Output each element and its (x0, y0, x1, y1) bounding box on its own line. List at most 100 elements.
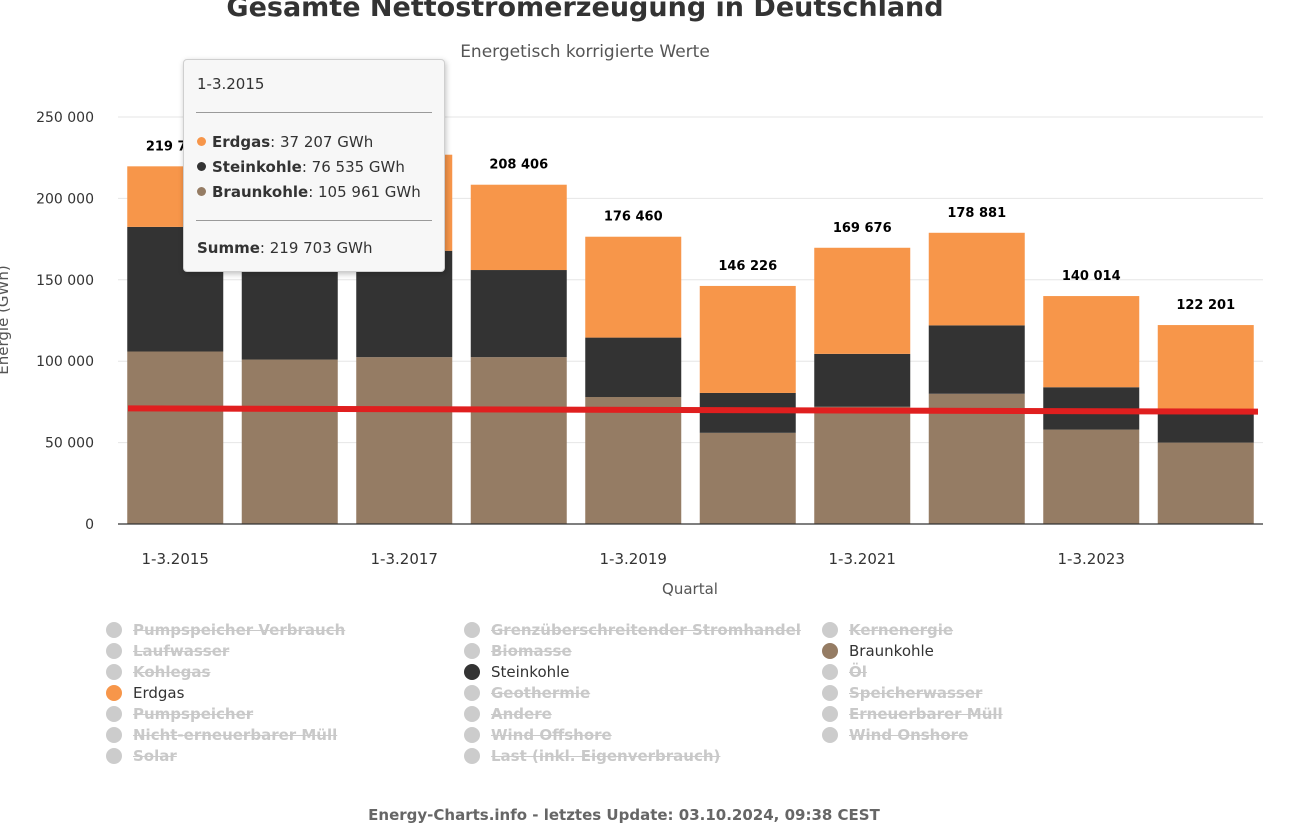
x-tick-label: 1-3.2019 (600, 550, 667, 568)
legend-dot-icon (464, 685, 480, 701)
legend-dot-icon (106, 685, 122, 701)
bar-segment-steinkohle[interactable] (585, 337, 682, 398)
y-tick-label: 0 (85, 517, 94, 533)
bar-group-1-3-2024[interactable] (1157, 325, 1254, 524)
bar-segment-steinkohle[interactable] (1157, 413, 1254, 443)
tooltip-row-steinkohle: Steinkohle: 76 535 GWh (197, 157, 405, 177)
legend-dot-icon (822, 685, 838, 701)
bar-segment-erdgas[interactable] (585, 236, 682, 338)
y-tick-label: 100 000 (36, 354, 94, 370)
legend-dot-icon (106, 748, 122, 764)
legend-label: Kohlegas (133, 663, 211, 681)
steinkohle-dot-icon (197, 162, 206, 171)
braunkohle-dot-icon (197, 187, 206, 196)
total-label: 146 226 (718, 259, 777, 274)
chart-title: Gesamte Nettostromerzeugung in Deutschla… (226, 0, 943, 23)
legend-label: Erneuerbarer Müll (849, 705, 1003, 723)
bar-segment-steinkohle[interactable] (814, 353, 911, 407)
total-label: 169 676 (833, 221, 892, 236)
bar-segment-braunkohle[interactable] (356, 357, 453, 524)
footer-credit: Energy-Charts.info - letztes Update: 03.… (368, 806, 880, 824)
erdgas-dot-icon (197, 137, 206, 146)
bar-segment-braunkohle[interactable] (470, 357, 567, 524)
legend-label: Nicht-erneuerbarer Müll (133, 726, 338, 744)
legend-dot-icon (464, 643, 480, 659)
tooltip: 1-3.2015 Erdgas: 37 207 GWh Steinkohle: … (183, 59, 445, 272)
legend-dot-icon (464, 748, 480, 764)
x-tick-label: 1-3.2023 (1058, 550, 1125, 568)
bar-segment-braunkohle[interactable] (928, 393, 1025, 524)
bar-segment-braunkohle[interactable] (1043, 429, 1140, 524)
bar-segment-erdgas[interactable] (470, 184, 567, 271)
bar-segment-erdgas[interactable] (699, 285, 796, 393)
legend-label: Speicherwasser (849, 684, 983, 702)
legend-label: Biomasse (491, 642, 572, 660)
legend-label: Geothermie (491, 684, 591, 702)
total-label: 140 014 (1062, 269, 1121, 284)
bar-segment-erdgas[interactable] (928, 232, 1025, 326)
legend-label: Erdgas (133, 684, 185, 702)
bar-segment-braunkohle[interactable] (1157, 442, 1254, 524)
legend-dot-icon (822, 643, 838, 659)
stacked-bar-chart: Gesamte Nettostromerzeugung in Deutschla… (0, 0, 1263, 598)
x-tick-label: 1-3.2015 (142, 550, 209, 568)
bar-segment-erdgas[interactable] (1043, 296, 1140, 388)
x-axis-title: Quartal (662, 580, 718, 598)
legend-label: Grenzüberschreitender Stromhandel (491, 621, 801, 639)
bar-segment-steinkohle[interactable] (470, 270, 567, 358)
tooltip-separator (196, 112, 432, 113)
bar-segment-braunkohle[interactable] (585, 397, 682, 524)
x-tick-label: 1-3.2017 (371, 550, 438, 568)
trend-line (127, 405, 1259, 415)
y-tick-label: 250 000 (36, 110, 94, 126)
legend-dot-icon (464, 706, 480, 722)
bar-group-1-3-2019[interactable] (585, 236, 682, 524)
legend-label: Last (inkl. Eigenverbrauch) (491, 747, 721, 765)
y-tick-label: 50 000 (45, 436, 94, 452)
x-tick-label: 1-3.2021 (829, 550, 896, 568)
legend-label: Andere (491, 705, 552, 723)
tooltip-header: 1-3.2015 (197, 75, 265, 93)
chart-subtitle: Energetisch korrigierte Werte (460, 42, 710, 62)
legend-label: Wind Offshore (491, 726, 612, 744)
y-axis-title: Energie (GWh) (0, 265, 12, 374)
legend-label: Pumpspeicher (133, 705, 254, 723)
y-tick-label: 200 000 (36, 191, 94, 207)
legend-dot-icon (106, 643, 122, 659)
bar-segment-braunkohle[interactable] (699, 432, 796, 524)
bar-group-1-3-2018[interactable] (470, 184, 567, 524)
legend-label: Wind Onshore (849, 726, 969, 744)
total-label: 176 460 (604, 210, 663, 225)
legend-dot-icon (464, 664, 480, 680)
legend-label: Kernenergie (849, 621, 954, 639)
legend-dot-icon (106, 727, 122, 743)
bars[interactable] (127, 154, 1254, 524)
bar-segment-steinkohle[interactable] (928, 325, 1025, 394)
legend-dot-icon (822, 664, 838, 680)
bar-group-1-3-2015[interactable] (127, 166, 224, 524)
legend: Pumpspeicher Verbrauch Laufwasser Kohlegas… (104, 620, 1064, 770)
legend-dot-icon (106, 664, 122, 680)
bar-segment-erdgas[interactable] (814, 247, 911, 354)
bar-segment-erdgas[interactable] (1157, 325, 1254, 414)
bar-group-1-3-2022[interactable] (928, 232, 1025, 524)
trend-line-red (127, 405, 1259, 415)
total-label: 208 406 (489, 158, 548, 173)
total-label: 122 201 (1176, 298, 1235, 313)
axes: 1-3.2015 1-3.2017 1-3.2019 1-3.2021 1-3.2023 (118, 523, 1263, 568)
legend-label: Braunkohle (849, 642, 934, 660)
legend-label: Pumpspeicher Verbrauch (133, 621, 346, 639)
bar-group-1-3-2020[interactable] (699, 285, 796, 524)
bar-segment-braunkohle[interactable] (127, 351, 224, 524)
total-label: 178 881 (947, 206, 1006, 221)
legend-label: Steinkohle (491, 663, 570, 681)
bar-segment-braunkohle[interactable] (814, 406, 911, 524)
legend-dot-icon (464, 622, 480, 638)
bar-group-1-3-2021[interactable] (814, 247, 911, 524)
legend-label: Solar (133, 747, 177, 765)
tooltip-sum: Summe: 219 703 GWh (197, 239, 373, 257)
legend-label: Laufwasser (133, 642, 230, 660)
bar-segment-braunkohle[interactable] (241, 359, 338, 524)
legend-dot-icon (106, 622, 122, 638)
legend-dot-icon (822, 622, 838, 638)
